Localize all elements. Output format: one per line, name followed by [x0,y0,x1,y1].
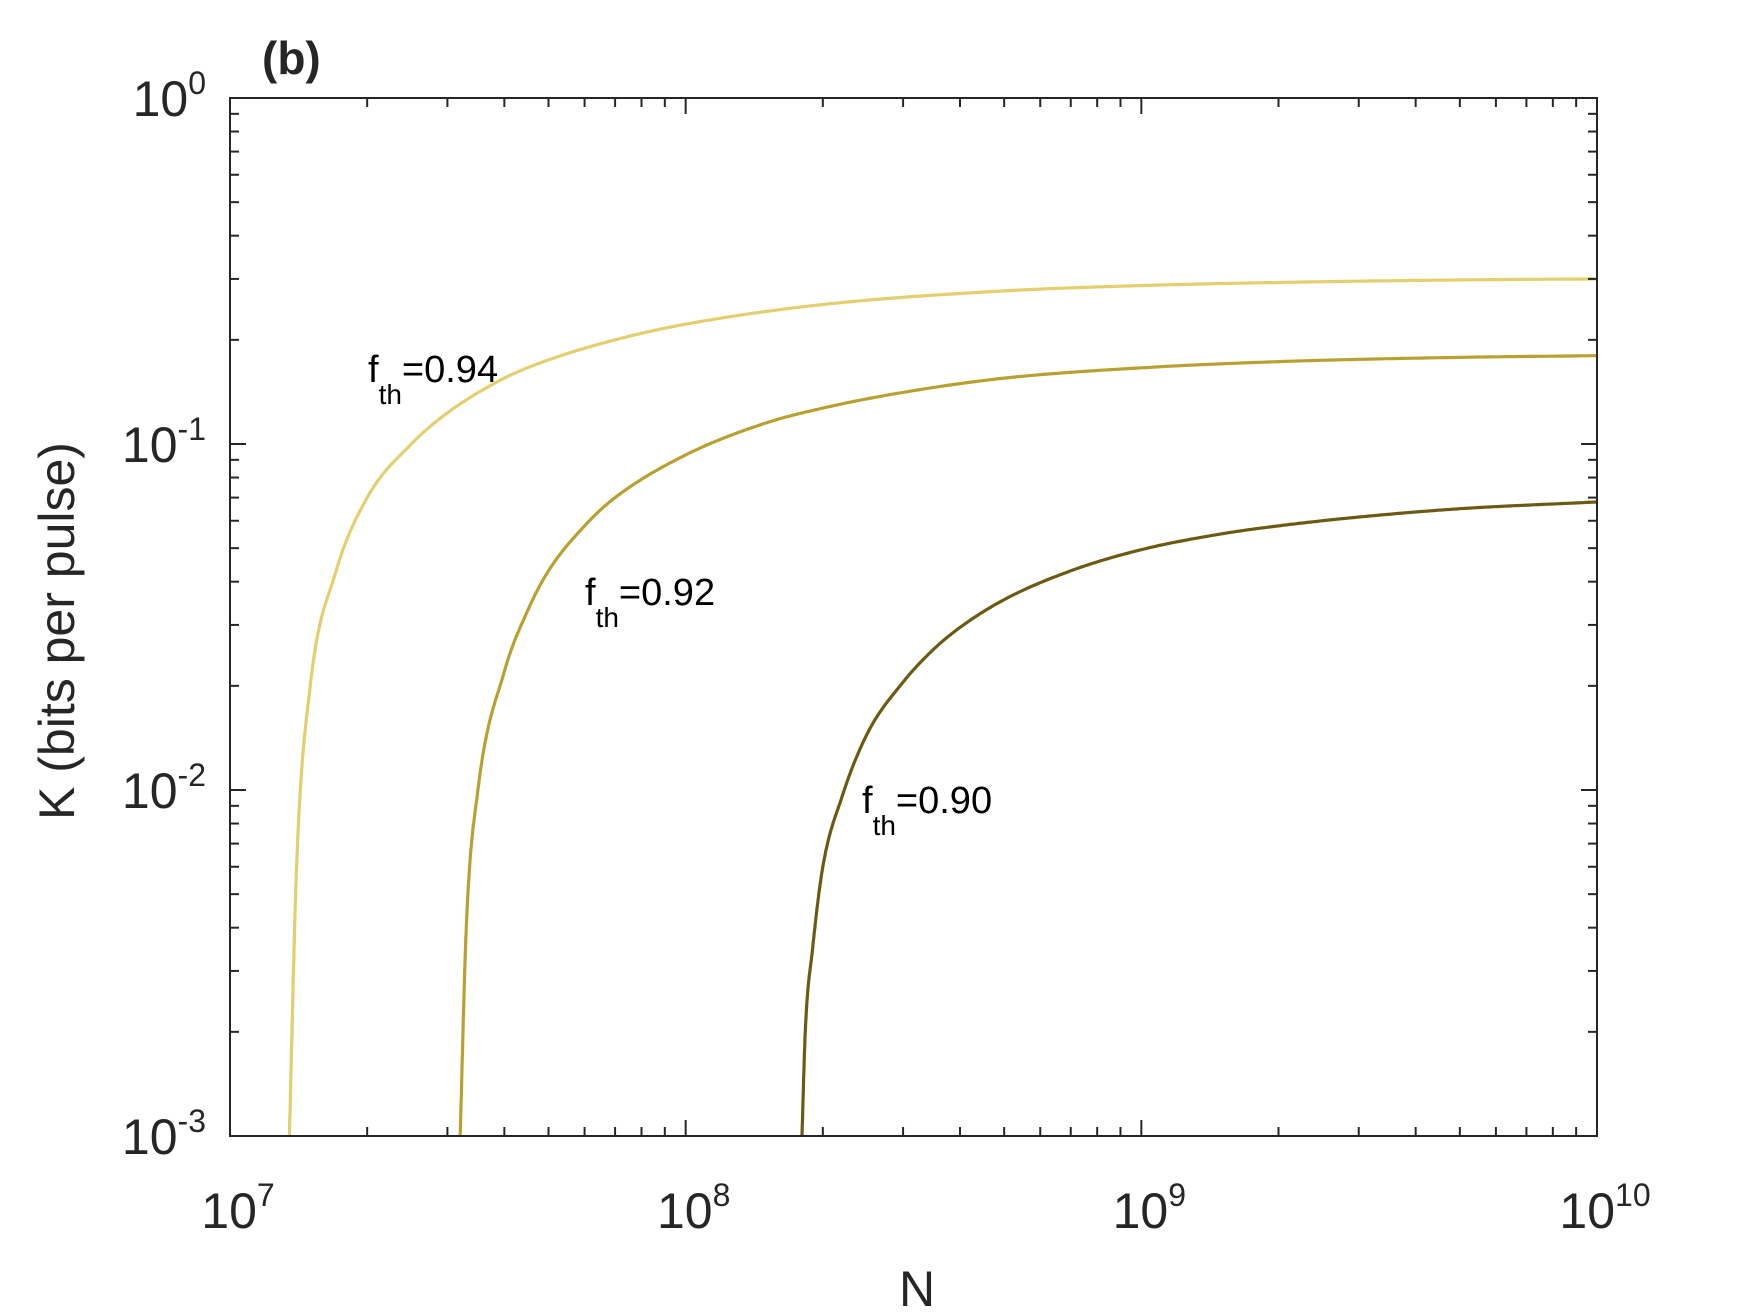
plot-area [229,97,1598,1137]
series-label-0: fth=0.94 [368,349,498,410]
series-line-1 [458,354,1597,1137]
y-tick-label: 10-2 [122,757,206,819]
y-tick-label: 10-3 [122,1103,206,1165]
series-label-2: fth=0.90 [862,780,992,841]
series-label-1: fth=0.92 [585,572,715,633]
x-axis-title: N [899,1261,935,1313]
panel-label: (b) [262,32,321,84]
x-tick-labels: 107 108 109 1010 [201,1177,1650,1239]
plot-frame [229,97,1598,1137]
y-axis-title: K (bits per pulse) [29,442,85,820]
series-annotations: fth=0.94 fth=0.92 fth=0.90 [368,349,992,841]
x-tick-label: 107 [201,1177,274,1239]
x-tick-label: 108 [657,1177,730,1239]
y-tick-label: 100 [133,65,206,127]
series-line-0 [287,277,1598,1137]
x-tick-label: 109 [1113,1177,1186,1239]
curves [287,277,1598,1137]
y-tick-labels: 10-3 10-2 10-1 100 [122,65,206,1165]
x-tick-label: 1010 [1559,1177,1650,1239]
minor-ticks [230,98,1597,1136]
series-line-2 [800,500,1598,1137]
y-tick-label: 10-1 [122,411,206,473]
